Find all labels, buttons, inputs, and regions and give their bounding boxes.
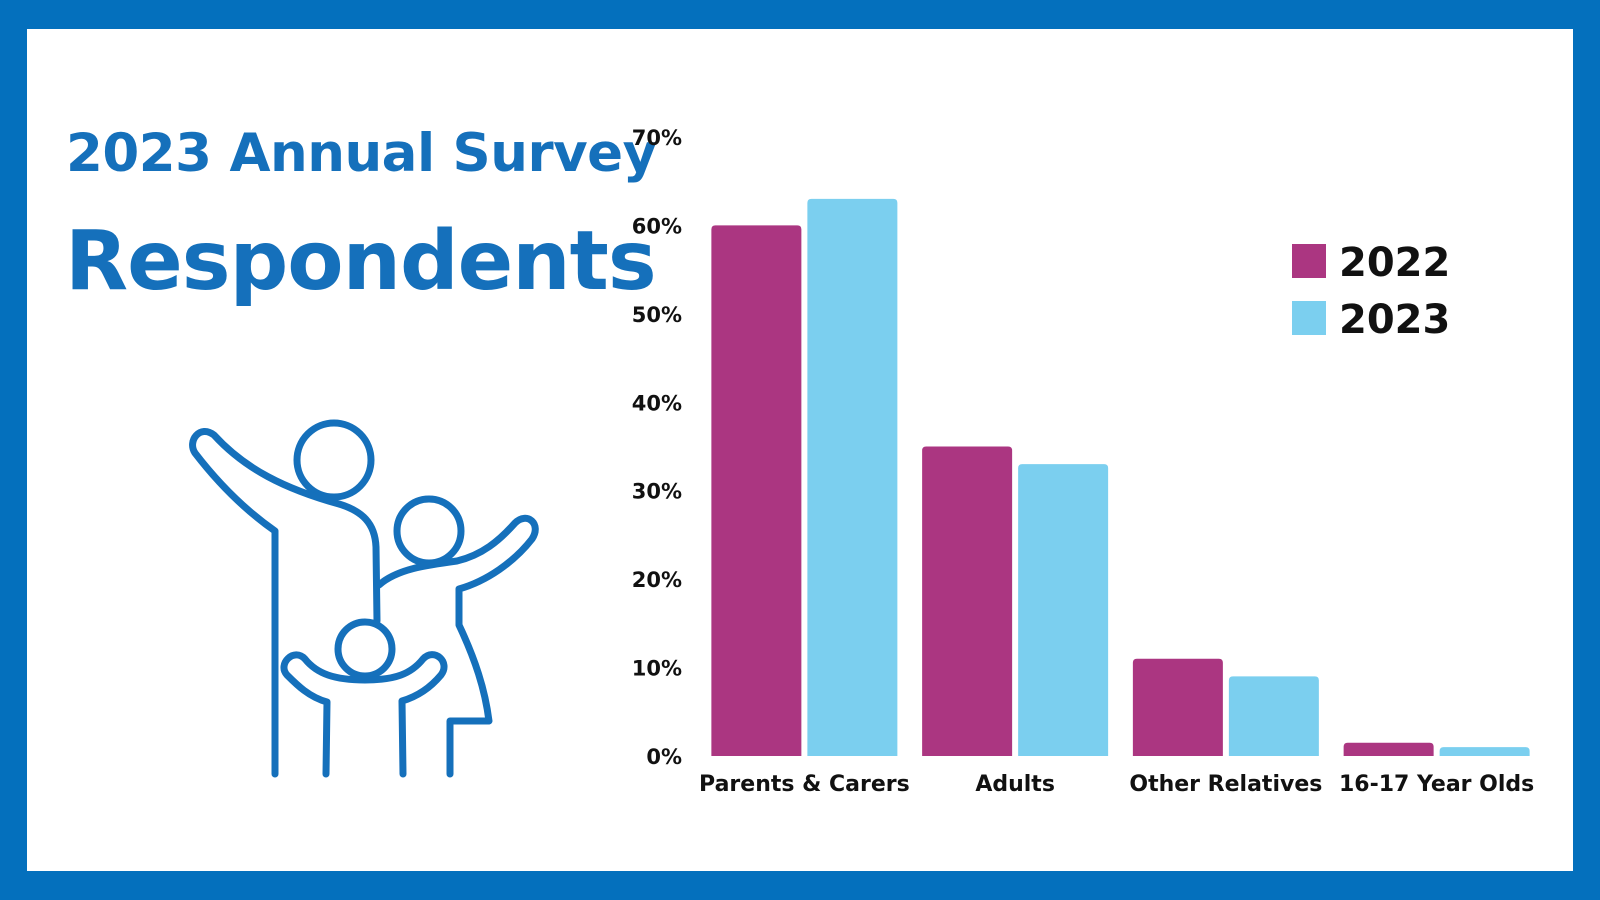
y-tick-label: 70% (632, 126, 682, 150)
bars (711, 198, 1530, 756)
y-tick-label: 0% (646, 745, 682, 769)
y-tick-label: 30% (632, 480, 682, 504)
bar-2022-1 (922, 446, 1013, 756)
bar-2023-1 (1018, 464, 1109, 756)
bar-2023-3 (1439, 747, 1530, 756)
bar-chart: 0% 10% 20% 30% 40% 50% 60% 70% Parents & Carers… (632, 126, 1535, 797)
legend: 2022 2023 (1292, 240, 1450, 343)
bar-2023-2 (1228, 676, 1319, 756)
legend-swatch-2022 (1292, 244, 1326, 278)
family-icon (189, 419, 539, 778)
category-label: Other Relatives (1129, 772, 1322, 797)
y-tick-label: 10% (632, 657, 682, 681)
title-line-2: Respondents (65, 214, 657, 309)
category-label: Adults (975, 772, 1055, 797)
y-tick-label: 50% (632, 303, 682, 327)
category-label: 16-17 Year Olds (1339, 772, 1534, 797)
title-line-1: 2023 Annual Survey (66, 123, 657, 184)
bar-2023-0 (807, 198, 898, 756)
y-tick-label: 60% (632, 214, 682, 238)
y-axis-ticks: 0% 10% 20% 30% 40% 50% 60% 70% (632, 126, 682, 769)
bar-2022-3 (1343, 742, 1434, 756)
y-tick-label: 40% (632, 391, 682, 415)
infographic-card: 2023 Annual Survey Respondents 0% 10% 20% 3… (27, 29, 1573, 871)
bar-2022-2 (1132, 658, 1223, 756)
legend-swatch-2023 (1292, 301, 1326, 335)
legend-label: 2022 (1339, 240, 1450, 286)
category-labels: Parents & Carers Adults Other Relatives 16-… (699, 772, 1534, 797)
category-label: Parents & Carers (699, 772, 910, 797)
y-tick-label: 20% (632, 568, 682, 592)
legend-label: 2023 (1339, 297, 1450, 343)
bar-2022-0 (711, 225, 802, 756)
